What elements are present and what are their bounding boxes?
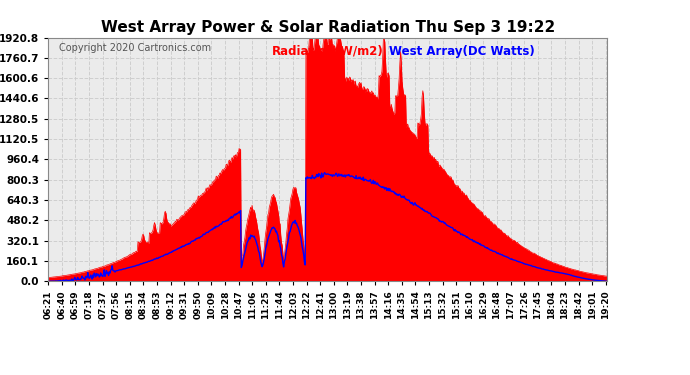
Text: Copyright 2020 Cartronics.com: Copyright 2020 Cartronics.com — [59, 43, 210, 52]
Text: West Array(DC Watts): West Array(DC Watts) — [389, 45, 535, 58]
Title: West Array Power & Solar Radiation Thu Sep 3 19:22: West Array Power & Solar Radiation Thu S… — [101, 20, 555, 35]
Text: Radiation(W/m2): Radiation(W/m2) — [272, 45, 384, 58]
